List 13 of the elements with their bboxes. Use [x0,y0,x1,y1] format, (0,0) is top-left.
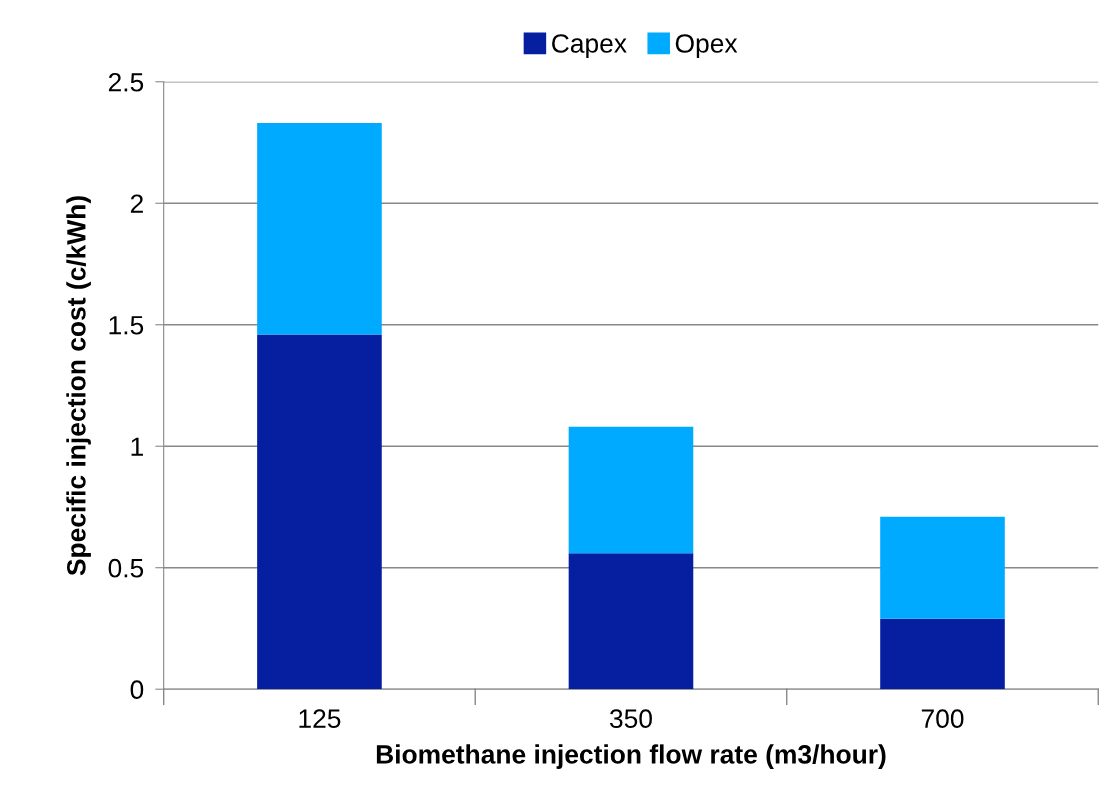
y-tick-label: 2 [130,194,143,213]
x-tick-label: 700 [921,709,964,729]
y-tick-label: 2.5 [108,72,144,92]
y-tick-label: 1.5 [109,316,144,335]
y-tick-label: 0 [130,680,144,700]
x-axis-title: Biomethane injection flow rate (m3/hour) [376,744,886,769]
x-tick-label: 125 [299,709,341,729]
y-tick-label: 1 [131,437,143,456]
x-tick-label: 350 [609,709,652,729]
legend-label: Opex [675,34,738,59]
y-tick-label: 0.5 [108,558,144,578]
y-axis-title: Specific injection cost (c/kWh) [66,196,91,576]
legend-label: Capex [552,34,627,59]
